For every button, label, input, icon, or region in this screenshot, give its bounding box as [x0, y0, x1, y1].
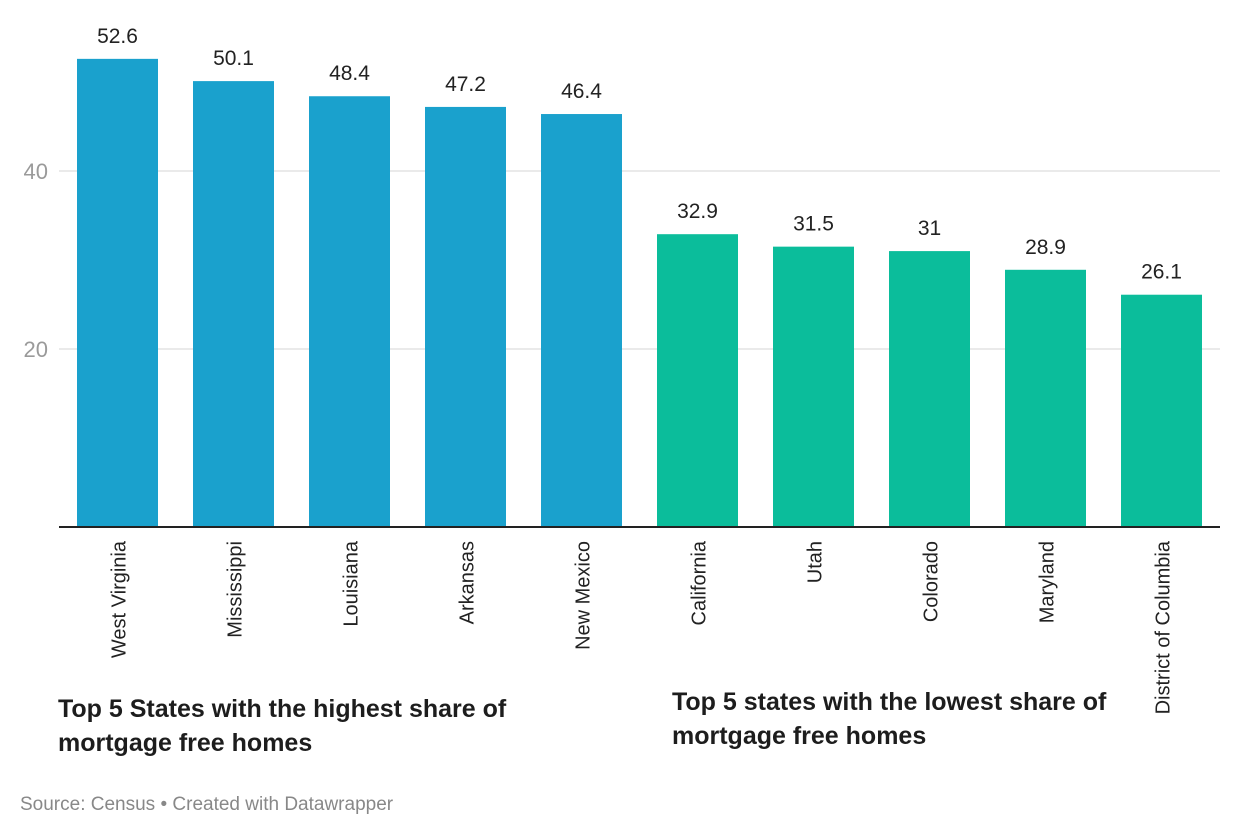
x-tick-label: New Mexico [573, 541, 595, 650]
x-tick-label: Louisiana [341, 540, 363, 627]
bar [889, 251, 970, 527]
bar [1005, 269, 1086, 527]
data-label: 26.1 [1141, 261, 1182, 284]
bar [1121, 294, 1202, 527]
bar [77, 58, 158, 528]
y-tick-label: 20 [24, 337, 48, 362]
bar [657, 234, 738, 527]
x-tick-label: West Virginia [109, 540, 131, 658]
bar-chart: 20 40 52.6 West Virginia 50.1 Mississippi 48.4… [24, 25, 1220, 714]
bar [193, 81, 274, 528]
x-tick-label: Maryland [1037, 541, 1059, 623]
data-label: 52.6 [97, 25, 138, 48]
data-label: 31.5 [793, 213, 834, 236]
bar [425, 106, 506, 528]
data-label: 32.9 [677, 200, 718, 223]
x-tick-label: District of Columbia [1153, 540, 1175, 714]
data-label: 31 [918, 217, 941, 240]
bar [309, 96, 390, 528]
source-note: Source: Census • Created with Datawrappe… [20, 794, 394, 815]
data-label: 47.2 [445, 73, 486, 96]
data-label: 50.1 [213, 47, 254, 70]
x-tick-label: California [689, 540, 711, 625]
bar [541, 114, 622, 527]
annotation-highest: Top 5 States with the highest share of m… [58, 695, 507, 757]
bar [773, 246, 854, 527]
x-tick-label: Utah [805, 541, 827, 583]
data-label: 46.4 [561, 80, 602, 103]
data-label: 48.4 [329, 62, 370, 85]
x-tick-label: Mississippi [225, 541, 247, 638]
y-tick-label: 40 [24, 159, 48, 184]
x-tick-label: Colorado [921, 541, 943, 622]
annotation-lowest: Top 5 states with the lowest share of mo… [672, 688, 1107, 750]
x-tick-label: Arkansas [457, 541, 479, 624]
data-label: 28.9 [1025, 236, 1066, 259]
